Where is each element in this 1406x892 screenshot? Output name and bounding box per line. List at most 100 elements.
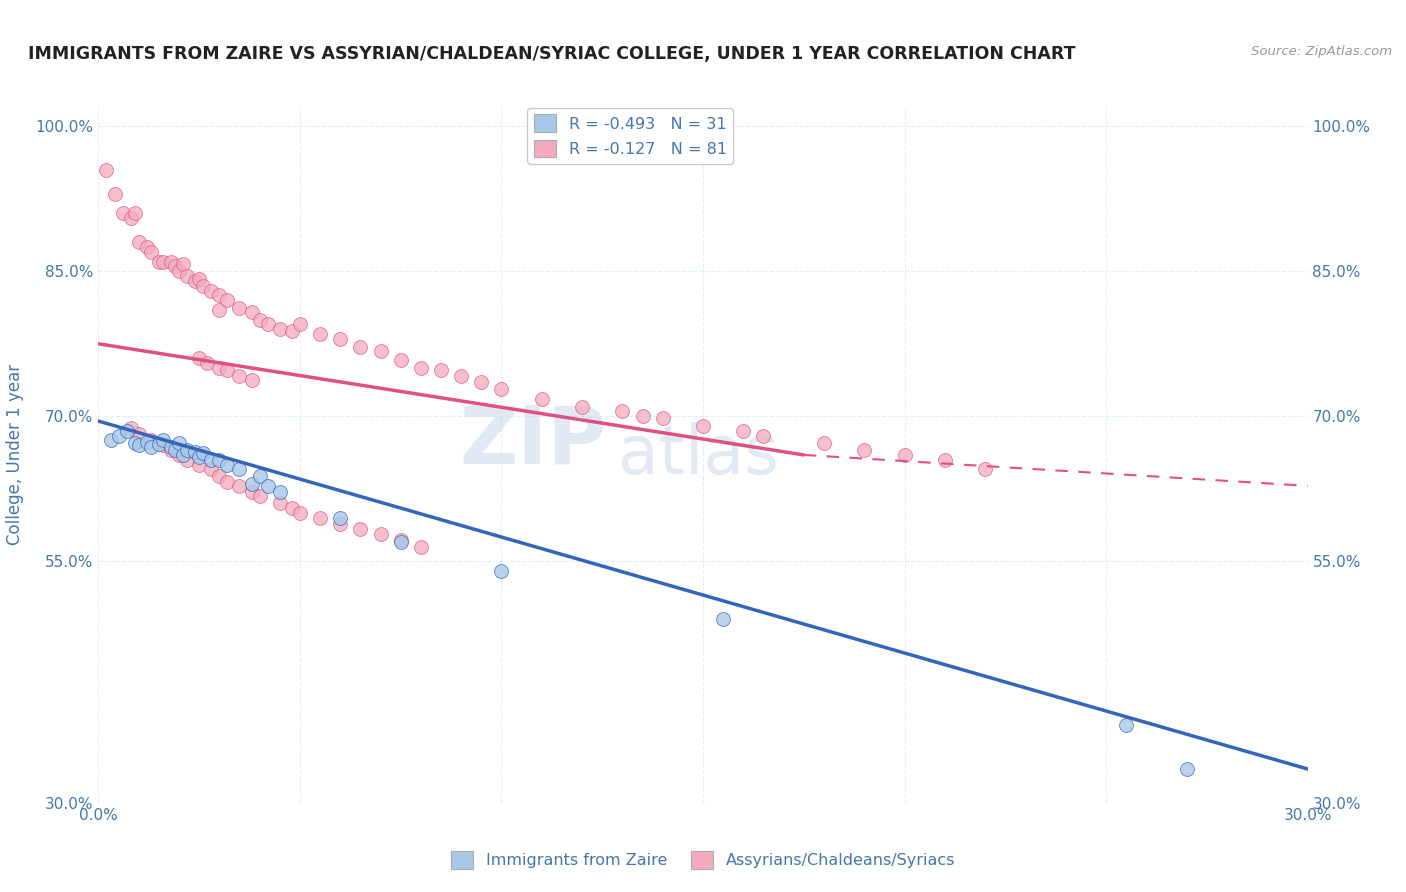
Point: [329, 510, 352, 524]
Point: [167, 436, 190, 450]
Point: [96, 162, 118, 177]
Point: [281, 324, 304, 338]
Point: [249, 469, 271, 483]
Point: [217, 363, 239, 377]
Point: [309, 327, 332, 342]
Text: Source: ZipAtlas.com: Source: ZipAtlas.com: [1251, 45, 1392, 58]
Point: [188, 272, 211, 286]
Point: [208, 469, 231, 483]
Point: [269, 484, 291, 499]
Point: [152, 438, 174, 452]
Text: IMMIGRANTS FROM ZAIRE VS ASSYRIAN/CHALDEAN/SYRIAC COLLEGE, UNDER 1 YEAR CORRELAT: IMMIGRANTS FROM ZAIRE VS ASSYRIAN/CHALDE…: [28, 45, 1076, 62]
Point: [200, 284, 222, 298]
Point: [135, 240, 157, 254]
Point: [389, 534, 412, 549]
Point: [160, 443, 183, 458]
Point: [240, 305, 263, 319]
Point: [120, 211, 142, 226]
Point: [111, 206, 134, 220]
Legend: R = -0.493   N = 31, R = -0.127   N = 81: R = -0.493 N = 31, R = -0.127 N = 81: [527, 108, 734, 163]
Point: [631, 409, 654, 424]
Point: [329, 332, 352, 346]
Point: [208, 302, 231, 317]
Point: [612, 404, 634, 418]
Point: [160, 254, 183, 268]
Point: [208, 360, 231, 375]
Point: [200, 452, 222, 467]
Point: [176, 269, 198, 284]
Point: [128, 235, 150, 250]
Point: [217, 475, 239, 489]
Point: [193, 446, 215, 460]
Point: [148, 437, 170, 451]
Point: [188, 458, 211, 472]
Point: [195, 356, 218, 370]
Point: [240, 373, 263, 387]
Point: [228, 368, 250, 383]
Point: [256, 479, 278, 493]
Point: [530, 392, 553, 406]
Point: [249, 312, 271, 326]
Point: [692, 418, 714, 433]
Point: [217, 293, 239, 308]
Point: [409, 360, 432, 375]
Point: [409, 540, 432, 554]
Point: [349, 522, 371, 536]
Point: [853, 443, 876, 458]
Point: [160, 440, 183, 454]
Point: [934, 452, 956, 467]
Point: [139, 244, 162, 259]
Point: [349, 340, 371, 354]
Point: [188, 351, 211, 366]
Point: [733, 424, 755, 438]
Legend: Immigrants from Zaire, Assyrians/Chaldeans/Syriacs: Immigrants from Zaire, Assyrians/Chaldea…: [444, 845, 962, 875]
Point: [813, 436, 835, 450]
Point: [124, 436, 146, 450]
Point: [139, 434, 162, 448]
Point: [240, 476, 263, 491]
Point: [389, 353, 412, 368]
Point: [163, 260, 186, 274]
Point: [389, 533, 412, 547]
Point: [430, 363, 453, 377]
Point: [172, 256, 194, 270]
Point: [124, 206, 146, 220]
Point: [217, 458, 239, 472]
Point: [135, 435, 157, 450]
Point: [228, 301, 250, 315]
Point: [309, 510, 332, 524]
Point: [269, 496, 291, 510]
Point: [450, 368, 472, 383]
Point: [228, 462, 250, 476]
Point: [752, 428, 775, 442]
Point: [139, 440, 162, 454]
Point: [491, 382, 513, 396]
Point: [120, 421, 142, 435]
Point: [281, 501, 304, 516]
Point: [176, 443, 198, 458]
Text: atlas: atlas: [619, 422, 779, 488]
Point: [370, 343, 392, 358]
Point: [188, 450, 211, 464]
Point: [491, 564, 513, 578]
Point: [288, 506, 311, 520]
Point: [172, 448, 194, 462]
Point: [128, 438, 150, 452]
Point: [167, 264, 190, 278]
Point: [329, 517, 352, 532]
Text: ZIP: ZIP: [458, 402, 606, 480]
Point: [115, 424, 138, 438]
Point: [128, 426, 150, 441]
Point: [269, 322, 291, 336]
Point: [184, 445, 207, 459]
Point: [370, 527, 392, 541]
Point: [148, 254, 170, 268]
Point: [470, 376, 492, 390]
Point: [288, 318, 311, 332]
Point: [208, 288, 231, 302]
Point: [152, 254, 174, 268]
Point: [651, 411, 673, 425]
Point: [107, 428, 129, 442]
Point: [100, 434, 122, 448]
Point: [200, 462, 222, 476]
